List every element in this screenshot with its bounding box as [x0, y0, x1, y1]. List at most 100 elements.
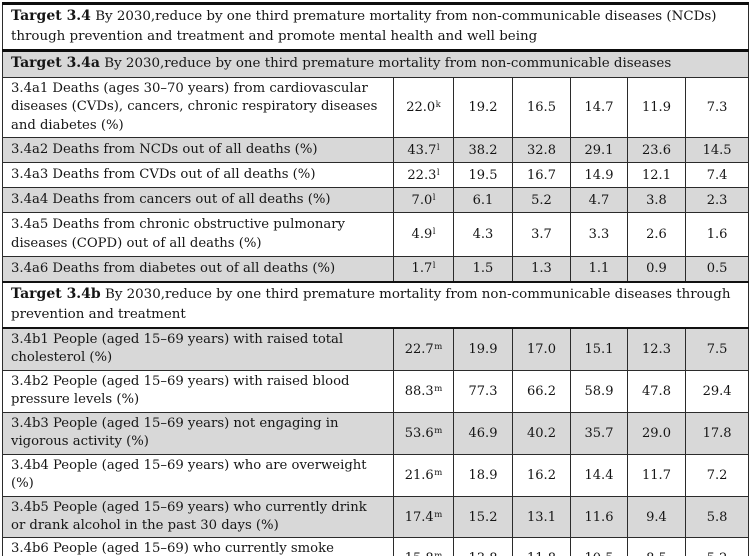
value-cell: 29.0 [627, 411, 686, 455]
value-cell: 1.3 [512, 256, 571, 283]
value-cell: 1.7l [393, 256, 454, 283]
value-superscript: l [436, 142, 440, 153]
value-cell: 11.8 [512, 537, 571, 556]
value-cell: 15.1 [570, 327, 628, 371]
value-cell: 7.3 [684, 76, 750, 139]
section-header-cell: Target 3.4 By 2030,reduce by one third p… [1, 3, 750, 52]
value-cell: 0.5 [684, 256, 750, 283]
value-superscript: l [432, 261, 436, 272]
section-header-target-3-4a: Target 3.4a By 2030,reduce by one third … [1, 50, 750, 78]
value: 7.0 [411, 192, 433, 208]
value: 17.4 [404, 509, 434, 525]
value-cell: 9.4 [627, 495, 686, 539]
value: 88.3 [404, 383, 434, 399]
indicator-label: 3.4b3 People (aged 15–69 years) not enga… [2, 411, 394, 455]
indicator-label: 3.4b5 People (aged 15–69 years) who curr… [2, 495, 394, 539]
value-cell: 14.7 [570, 76, 628, 139]
indicator-label: 3.4a1 Deaths (ages 30–70 years) from car… [2, 76, 394, 139]
value-cell: 77.3 [453, 369, 513, 413]
target-3-4a-label: Target 3.4a [11, 54, 100, 71]
value-cell: 4.7 [570, 187, 628, 214]
value-cell: 8.5 [627, 537, 686, 556]
value-cell: 22.7m [393, 327, 454, 371]
value-cell: 22.3l [393, 162, 454, 189]
value-cell: 40.2 [512, 411, 571, 455]
target-3-4-label: Target 3.4 [11, 8, 91, 24]
value-superscript: m [434, 383, 443, 394]
value-superscript: l [432, 227, 436, 238]
value-cell: 66.2 [512, 369, 571, 413]
value-superscript: m [434, 467, 443, 478]
value-cell: 5.8 [684, 495, 750, 539]
table-row-3-4a2: 3.4a2 Deaths from NCDs out of all deaths… [2, 137, 750, 164]
value-cell: 15.2 [453, 495, 513, 539]
value-cell: 23.6 [627, 137, 686, 164]
value-cell: 7.4 [684, 162, 750, 189]
table-row-3-4a4: 3.4a4 Deaths from cancers out of all dea… [2, 187, 750, 214]
table-row-3-4b5: 3.4b5 People (aged 15–69 years) who curr… [2, 495, 750, 539]
value-cell: 17.8 [684, 411, 750, 455]
value-cell: 19.5 [453, 162, 513, 189]
section-header-target-3-4: Target 3.4 By 2030,reduce by one third p… [1, 3, 750, 52]
table-row-3-4a3: 3.4a3 Deaths from CVDs out of all deaths… [2, 162, 750, 189]
value-superscript: l [432, 192, 436, 203]
indicator-label: 3.4a2 Deaths from NCDs out of all deaths… [2, 137, 394, 164]
value: 1.7 [411, 261, 433, 277]
section-header-target-3-4b: Target 3.4b By 2030,reduce by one third … [1, 280, 750, 329]
value-cell: 17.0 [512, 327, 571, 371]
value-cell: 7.0l [393, 187, 454, 214]
value-cell: 13.8 [453, 537, 513, 556]
table-row-3-4a5: 3.4a5 Deaths from chronic obstructive pu… [2, 212, 750, 258]
table-row-3-4a6: 3.4a6 Deaths from diabetes out of all de… [2, 256, 750, 283]
value-superscript: m [434, 425, 443, 436]
value: 22.7 [404, 341, 434, 357]
value-cell: 14.5 [684, 137, 750, 164]
value-cell: 2.6 [627, 212, 686, 258]
value-cell: 19.9 [453, 327, 513, 371]
value-cell: 18.9 [453, 453, 513, 497]
value-cell: 7.5 [684, 327, 750, 371]
value-cell: 4.9l [393, 212, 454, 258]
indicator-label: 3.4b6 People (aged 15–69) who currently … [2, 537, 394, 556]
value-cell: 17.4m [393, 495, 454, 539]
value-cell: 10.5 [570, 537, 628, 556]
value-superscript: l [436, 167, 440, 178]
value-cell: 3.3 [570, 212, 628, 258]
value-cell: 1.1 [570, 256, 628, 283]
target-3-4a-description: By 2030,reduce by one third premature mo… [104, 55, 672, 71]
value-cell: 15.8m [393, 537, 454, 556]
table-row-3-4b1: 3.4b1 People (aged 15–69 years) with rai… [2, 327, 750, 371]
table-row-3-4b2: 3.4b2 People (aged 15–69 years) with rai… [2, 369, 750, 413]
value: 22.3 [407, 167, 437, 183]
value-cell: 16.5 [512, 76, 571, 139]
value-cell: 21.6m [393, 453, 454, 497]
value: 43.7 [407, 142, 437, 158]
value-cell: 0.9 [627, 256, 686, 283]
value-cell: 32.8 [512, 137, 571, 164]
value-cell: 58.9 [570, 369, 628, 413]
value-cell: 3.7 [512, 212, 571, 258]
section-header-cell: Target 3.4a By 2030,reduce by one third … [1, 50, 750, 78]
table-row-3-4b4: 3.4b4 People (aged 15–69 years) who are … [2, 453, 750, 497]
value: 22.0 [406, 100, 436, 115]
indicator-label: 3.4a3 Deaths from CVDs out of all deaths… [2, 162, 394, 189]
value-cell: 46.9 [453, 411, 513, 455]
value-cell: 11.9 [627, 76, 686, 139]
value-cell: 5.2 [684, 537, 750, 556]
value-cell: 12.3 [627, 327, 686, 371]
value-cell: 38.2 [453, 137, 513, 164]
indicator-label: 3.4b2 People (aged 15–69 years) with rai… [2, 369, 394, 413]
target-3-4b-label: Target 3.4b [11, 285, 101, 302]
value-cell: 29.4 [684, 369, 750, 413]
indicator-label: 3.4a4 Deaths from cancers out of all dea… [2, 187, 394, 214]
value-cell: 11.6 [570, 495, 628, 539]
value: 4.9 [411, 227, 433, 243]
value-cell: 29.1 [570, 137, 628, 164]
indicator-label: 3.4a6 Deaths from diabetes out of all de… [2, 256, 394, 283]
value-superscript: m [434, 551, 442, 556]
value-cell: 1.5 [453, 256, 513, 283]
target-3-4b-description: By 2030,reduce by one third premature mo… [11, 286, 731, 322]
value-cell: 5.2 [512, 187, 571, 214]
